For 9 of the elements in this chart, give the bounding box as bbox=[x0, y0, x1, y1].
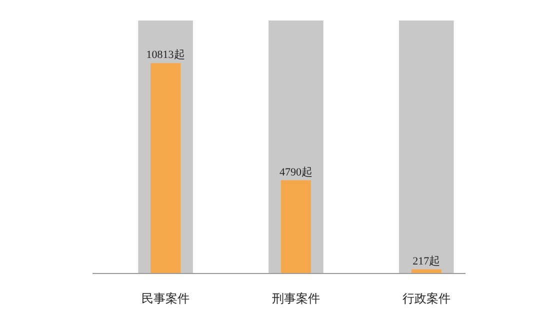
data-label: 4790起 bbox=[279, 166, 312, 178]
data-label: 217起 bbox=[412, 255, 440, 268]
data-label: 10813起 bbox=[146, 49, 185, 62]
bar bbox=[150, 63, 181, 274]
bar bbox=[398, 20, 454, 274]
x-tick-label: 行政案件 bbox=[402, 292, 450, 306]
x-tick-label: 刑事案件 bbox=[272, 292, 320, 306]
bar bbox=[280, 180, 311, 274]
x-tick-label: 民事案件 bbox=[142, 292, 190, 306]
